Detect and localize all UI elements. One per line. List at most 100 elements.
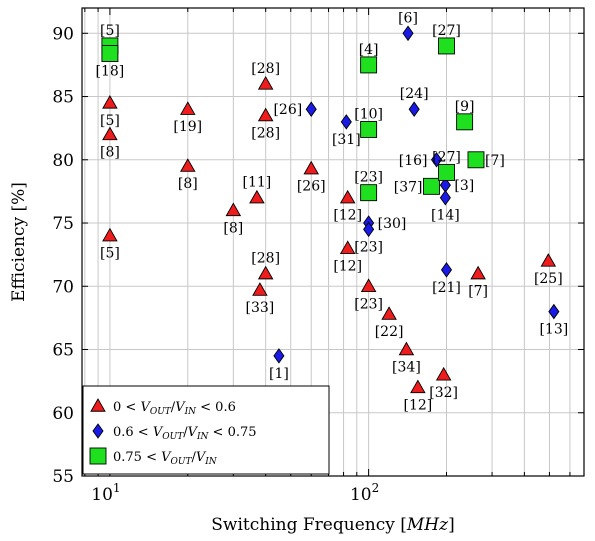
point-reference-label: [28] xyxy=(251,61,280,77)
point-reference-label: [5] xyxy=(100,246,120,262)
diamond-point xyxy=(402,25,414,42)
point-reference-label: [8] xyxy=(178,176,198,192)
triangle-point xyxy=(257,107,274,122)
point-reference-label: [9] xyxy=(455,99,475,115)
data-points: [5] [8] [5] [19] [8] [8] [11] [28] [28] [28] [33] [… xyxy=(96,10,569,413)
point-reference-label: [10] xyxy=(354,106,383,122)
point-reference-label: [37] xyxy=(394,179,423,195)
diamond-point xyxy=(305,101,317,117)
y-tick-label: 60 xyxy=(52,404,74,424)
plot-frame xyxy=(81,7,585,477)
triangle-point xyxy=(381,306,397,320)
y-tick-label: 70 xyxy=(52,277,74,297)
square-point xyxy=(360,56,378,74)
point-reference-label: [1] xyxy=(269,366,289,382)
y-axis-title: Efficiency [%] xyxy=(9,182,29,302)
point-reference-label: [24] xyxy=(400,86,429,102)
point-reference-label: [14] xyxy=(431,208,460,224)
y-tick-label: 85 xyxy=(52,88,74,108)
point-reference-label: [30] xyxy=(378,216,407,232)
square-point xyxy=(101,45,119,62)
point-reference-label: [13] xyxy=(539,322,568,338)
triangle-point xyxy=(257,265,274,280)
triangle-point xyxy=(398,341,415,356)
triangle-point xyxy=(225,202,242,217)
diamond-point xyxy=(408,101,420,117)
point-reference-label: [12] xyxy=(333,258,362,274)
triangle-point xyxy=(180,101,196,115)
point-reference-label: [28] xyxy=(251,126,280,142)
square-point xyxy=(456,113,474,131)
legend-label: 0.6 < VOUT/VIN < 0.75 xyxy=(113,425,257,442)
point-reference-label: [18] xyxy=(96,64,125,80)
triangle-point xyxy=(339,240,356,255)
square-point xyxy=(423,177,440,195)
legend: 0 < VOUT/VIN < 0.6 0.6 < VOUT/VIN < 0.75 0… xyxy=(82,385,330,475)
legend-label: 0 < VOUT/VIN < 0.6 xyxy=(113,400,236,417)
diamond-point xyxy=(439,189,451,206)
diamond-point xyxy=(340,114,352,130)
point-reference-label: [4] xyxy=(359,42,379,58)
square-point xyxy=(360,184,378,202)
point-reference-label: [11] xyxy=(243,175,272,191)
point-reference-label: [16] xyxy=(399,153,428,169)
y-tick-label: 75 xyxy=(52,214,74,234)
triangle-point xyxy=(102,94,118,109)
triangle-point xyxy=(360,278,377,292)
square-point xyxy=(438,163,455,181)
square-point xyxy=(467,151,485,169)
triangle-point xyxy=(470,265,486,280)
point-reference-label: [33] xyxy=(246,300,275,316)
point-reference-label: [22] xyxy=(375,324,404,340)
diamond-point xyxy=(363,221,375,238)
square-point xyxy=(438,37,455,55)
axis-titles: Efficiency [%] Switching Frequency [MHz] xyxy=(9,182,455,535)
point-reference-label: [27] xyxy=(432,23,461,39)
point-reference-label: [3] xyxy=(454,178,474,194)
point-reference-label: [27] xyxy=(432,149,461,165)
point-reference-label: [19] xyxy=(173,119,202,135)
triangle-point xyxy=(252,282,268,296)
triangle-point xyxy=(540,253,557,267)
y-tick-label: 55 xyxy=(52,467,74,487)
y-tick-label: 80 xyxy=(52,151,74,171)
point-reference-label: [34] xyxy=(392,360,421,376)
point-reference-label: [21] xyxy=(432,280,461,296)
x-tick-label: 102 xyxy=(350,481,379,505)
triangle-point xyxy=(180,158,196,172)
point-reference-label: [6] xyxy=(398,10,418,26)
legend-label: 0.75 < VOUT/VIN xyxy=(113,450,218,467)
diamond-point xyxy=(430,152,443,168)
triangle-point xyxy=(249,189,265,204)
point-reference-label: [23] xyxy=(354,170,383,186)
x-tick-label: 101 xyxy=(91,481,120,505)
point-reference-label: [26] xyxy=(273,102,302,118)
x-axis-title: Switching Frequency [MHz] xyxy=(211,515,454,535)
point-reference-label: [26] xyxy=(297,179,326,195)
y-tick-label: 65 xyxy=(52,341,74,361)
triangle-point xyxy=(102,227,118,242)
point-reference-label: [5] xyxy=(100,23,120,39)
axes: 55 60 65 70 75 80 85 90 101 102 xyxy=(52,7,585,505)
point-reference-label: [5] xyxy=(100,113,120,129)
point-reference-label: [28] xyxy=(251,251,280,267)
point-reference-label: [12] xyxy=(333,208,362,224)
diamond-point xyxy=(273,348,285,364)
triangle-point xyxy=(102,126,118,141)
square-point xyxy=(360,120,378,138)
triangle-point xyxy=(410,379,426,394)
triangle-point xyxy=(257,75,274,90)
point-reference-label: [31] xyxy=(332,132,361,148)
triangle-point xyxy=(339,189,356,204)
point-reference-label: [32] xyxy=(429,385,458,401)
legend-marker xyxy=(89,447,107,465)
point-reference-label: [8] xyxy=(100,144,120,160)
point-reference-label: [7] xyxy=(485,153,505,169)
legend-box xyxy=(82,385,330,475)
diamond-point xyxy=(548,303,560,320)
point-reference-label: [23] xyxy=(354,296,383,312)
point-reference-label: [7] xyxy=(468,284,488,300)
triangle-point xyxy=(303,160,320,175)
